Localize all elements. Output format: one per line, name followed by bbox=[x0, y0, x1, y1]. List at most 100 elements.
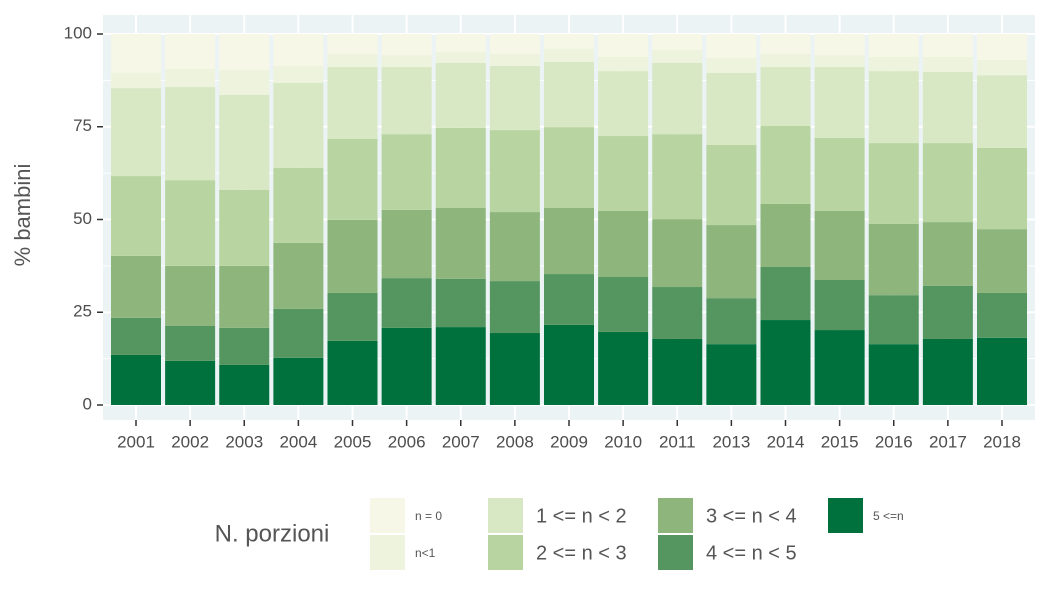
bar-segment bbox=[327, 292, 378, 341]
x-tick-label: 2013 bbox=[712, 432, 750, 451]
legend-key bbox=[658, 535, 693, 570]
bar-segment bbox=[219, 327, 270, 365]
bar-segment bbox=[922, 71, 973, 144]
bar-segment bbox=[760, 320, 811, 405]
bar-segment bbox=[165, 360, 216, 405]
bar-segment bbox=[489, 281, 540, 334]
y-tick-label: 0 bbox=[83, 394, 92, 413]
bar-segment bbox=[760, 266, 811, 321]
bar-segment bbox=[489, 65, 540, 131]
y-axis-label: % bambini bbox=[10, 164, 35, 267]
bar-segment bbox=[544, 34, 594, 49]
bar-segment bbox=[652, 34, 703, 50]
legend-key bbox=[658, 498, 693, 533]
bar-segment bbox=[760, 203, 811, 267]
x-tick-label: 2016 bbox=[875, 432, 913, 451]
bar-segment bbox=[219, 189, 270, 266]
bar-segment bbox=[814, 210, 865, 280]
legend-title: N. porzioni bbox=[215, 520, 330, 547]
y-tick-label: 75 bbox=[73, 116, 92, 135]
bar-segment bbox=[814, 330, 865, 405]
x-tick-label: 2017 bbox=[929, 432, 967, 451]
bar-segment bbox=[706, 144, 757, 226]
x-tick-label: 2005 bbox=[334, 432, 372, 451]
bar-segment bbox=[760, 54, 811, 68]
bar-segment bbox=[868, 71, 919, 144]
bar-segment bbox=[544, 48, 594, 62]
bar-segment bbox=[814, 279, 865, 331]
x-tick-label: 2014 bbox=[767, 432, 805, 451]
bar-segment bbox=[814, 34, 865, 56]
x-tick-label: 2009 bbox=[550, 432, 588, 451]
bar-segment bbox=[111, 354, 161, 405]
bar-segment bbox=[165, 325, 216, 361]
bar-segment bbox=[977, 59, 1027, 76]
bar-segment bbox=[381, 327, 432, 405]
bar-segment bbox=[381, 209, 432, 279]
bar-segment bbox=[598, 136, 649, 211]
bar-segment bbox=[273, 242, 324, 309]
bar-segment bbox=[706, 58, 757, 73]
bar-segment bbox=[652, 287, 703, 339]
bar-segment bbox=[327, 340, 378, 405]
bar-segment bbox=[598, 210, 649, 278]
bar-segment bbox=[977, 75, 1027, 148]
bar-segment bbox=[219, 94, 270, 190]
bar-segment bbox=[977, 292, 1027, 338]
bar-segment bbox=[381, 55, 432, 68]
bar-segment bbox=[760, 126, 811, 204]
x-tick-label: 2007 bbox=[442, 432, 480, 451]
x-tick-label: 2010 bbox=[604, 432, 642, 451]
bar-segment bbox=[165, 68, 216, 88]
bar-segment bbox=[706, 298, 757, 345]
bar-segment bbox=[760, 34, 811, 55]
bar-segment bbox=[706, 72, 757, 145]
bar-segment bbox=[814, 55, 865, 68]
bar-segment bbox=[111, 88, 161, 177]
bar-segment bbox=[489, 333, 540, 405]
bar-segment bbox=[977, 34, 1027, 60]
x-tick-label: 2006 bbox=[388, 432, 426, 451]
bar-segment bbox=[977, 337, 1027, 405]
bar-segment bbox=[435, 62, 486, 128]
bar-segment bbox=[111, 72, 161, 89]
bar-segment bbox=[868, 143, 919, 224]
bar-segment bbox=[977, 147, 1027, 230]
bar-segment bbox=[977, 229, 1027, 293]
legend-label: n<1 bbox=[415, 546, 436, 560]
bar-segment bbox=[706, 34, 757, 59]
legend-label: 2 <= n < 3 bbox=[536, 542, 627, 564]
x-tick-label: 2002 bbox=[171, 432, 209, 451]
bar-segment bbox=[706, 225, 757, 299]
bar-segment bbox=[435, 127, 486, 208]
bar-segment bbox=[598, 34, 649, 58]
bar-segment bbox=[652, 62, 703, 135]
bar-segment bbox=[327, 34, 378, 55]
bar-segment bbox=[273, 82, 324, 168]
bar-segment bbox=[273, 65, 324, 83]
bar-segment bbox=[544, 274, 594, 325]
bar-segment bbox=[598, 57, 649, 72]
legend-key bbox=[370, 535, 405, 570]
bar-segment bbox=[544, 61, 594, 128]
bar-segment bbox=[381, 34, 432, 56]
bar-segment bbox=[598, 277, 649, 332]
bar-segment bbox=[868, 344, 919, 405]
legend-key bbox=[488, 498, 523, 533]
bar-segment bbox=[652, 338, 703, 405]
x-tick-label: 2018 bbox=[983, 432, 1021, 451]
bar-segment bbox=[868, 34, 919, 58]
bar-segment bbox=[219, 34, 270, 70]
bar-segment bbox=[489, 212, 540, 282]
bar-segment bbox=[489, 54, 540, 66]
y-tick-label: 100 bbox=[64, 23, 92, 42]
legend-label: n = 0 bbox=[415, 509, 442, 523]
bar-segment bbox=[922, 338, 973, 405]
bar-segment bbox=[273, 34, 324, 66]
bar-segment bbox=[922, 57, 973, 72]
bar-segment bbox=[652, 219, 703, 288]
bar-segment bbox=[922, 34, 973, 58]
legend-label: 1 <= n < 2 bbox=[536, 505, 627, 527]
bar-segment bbox=[165, 34, 216, 69]
bar-segment bbox=[273, 167, 324, 243]
